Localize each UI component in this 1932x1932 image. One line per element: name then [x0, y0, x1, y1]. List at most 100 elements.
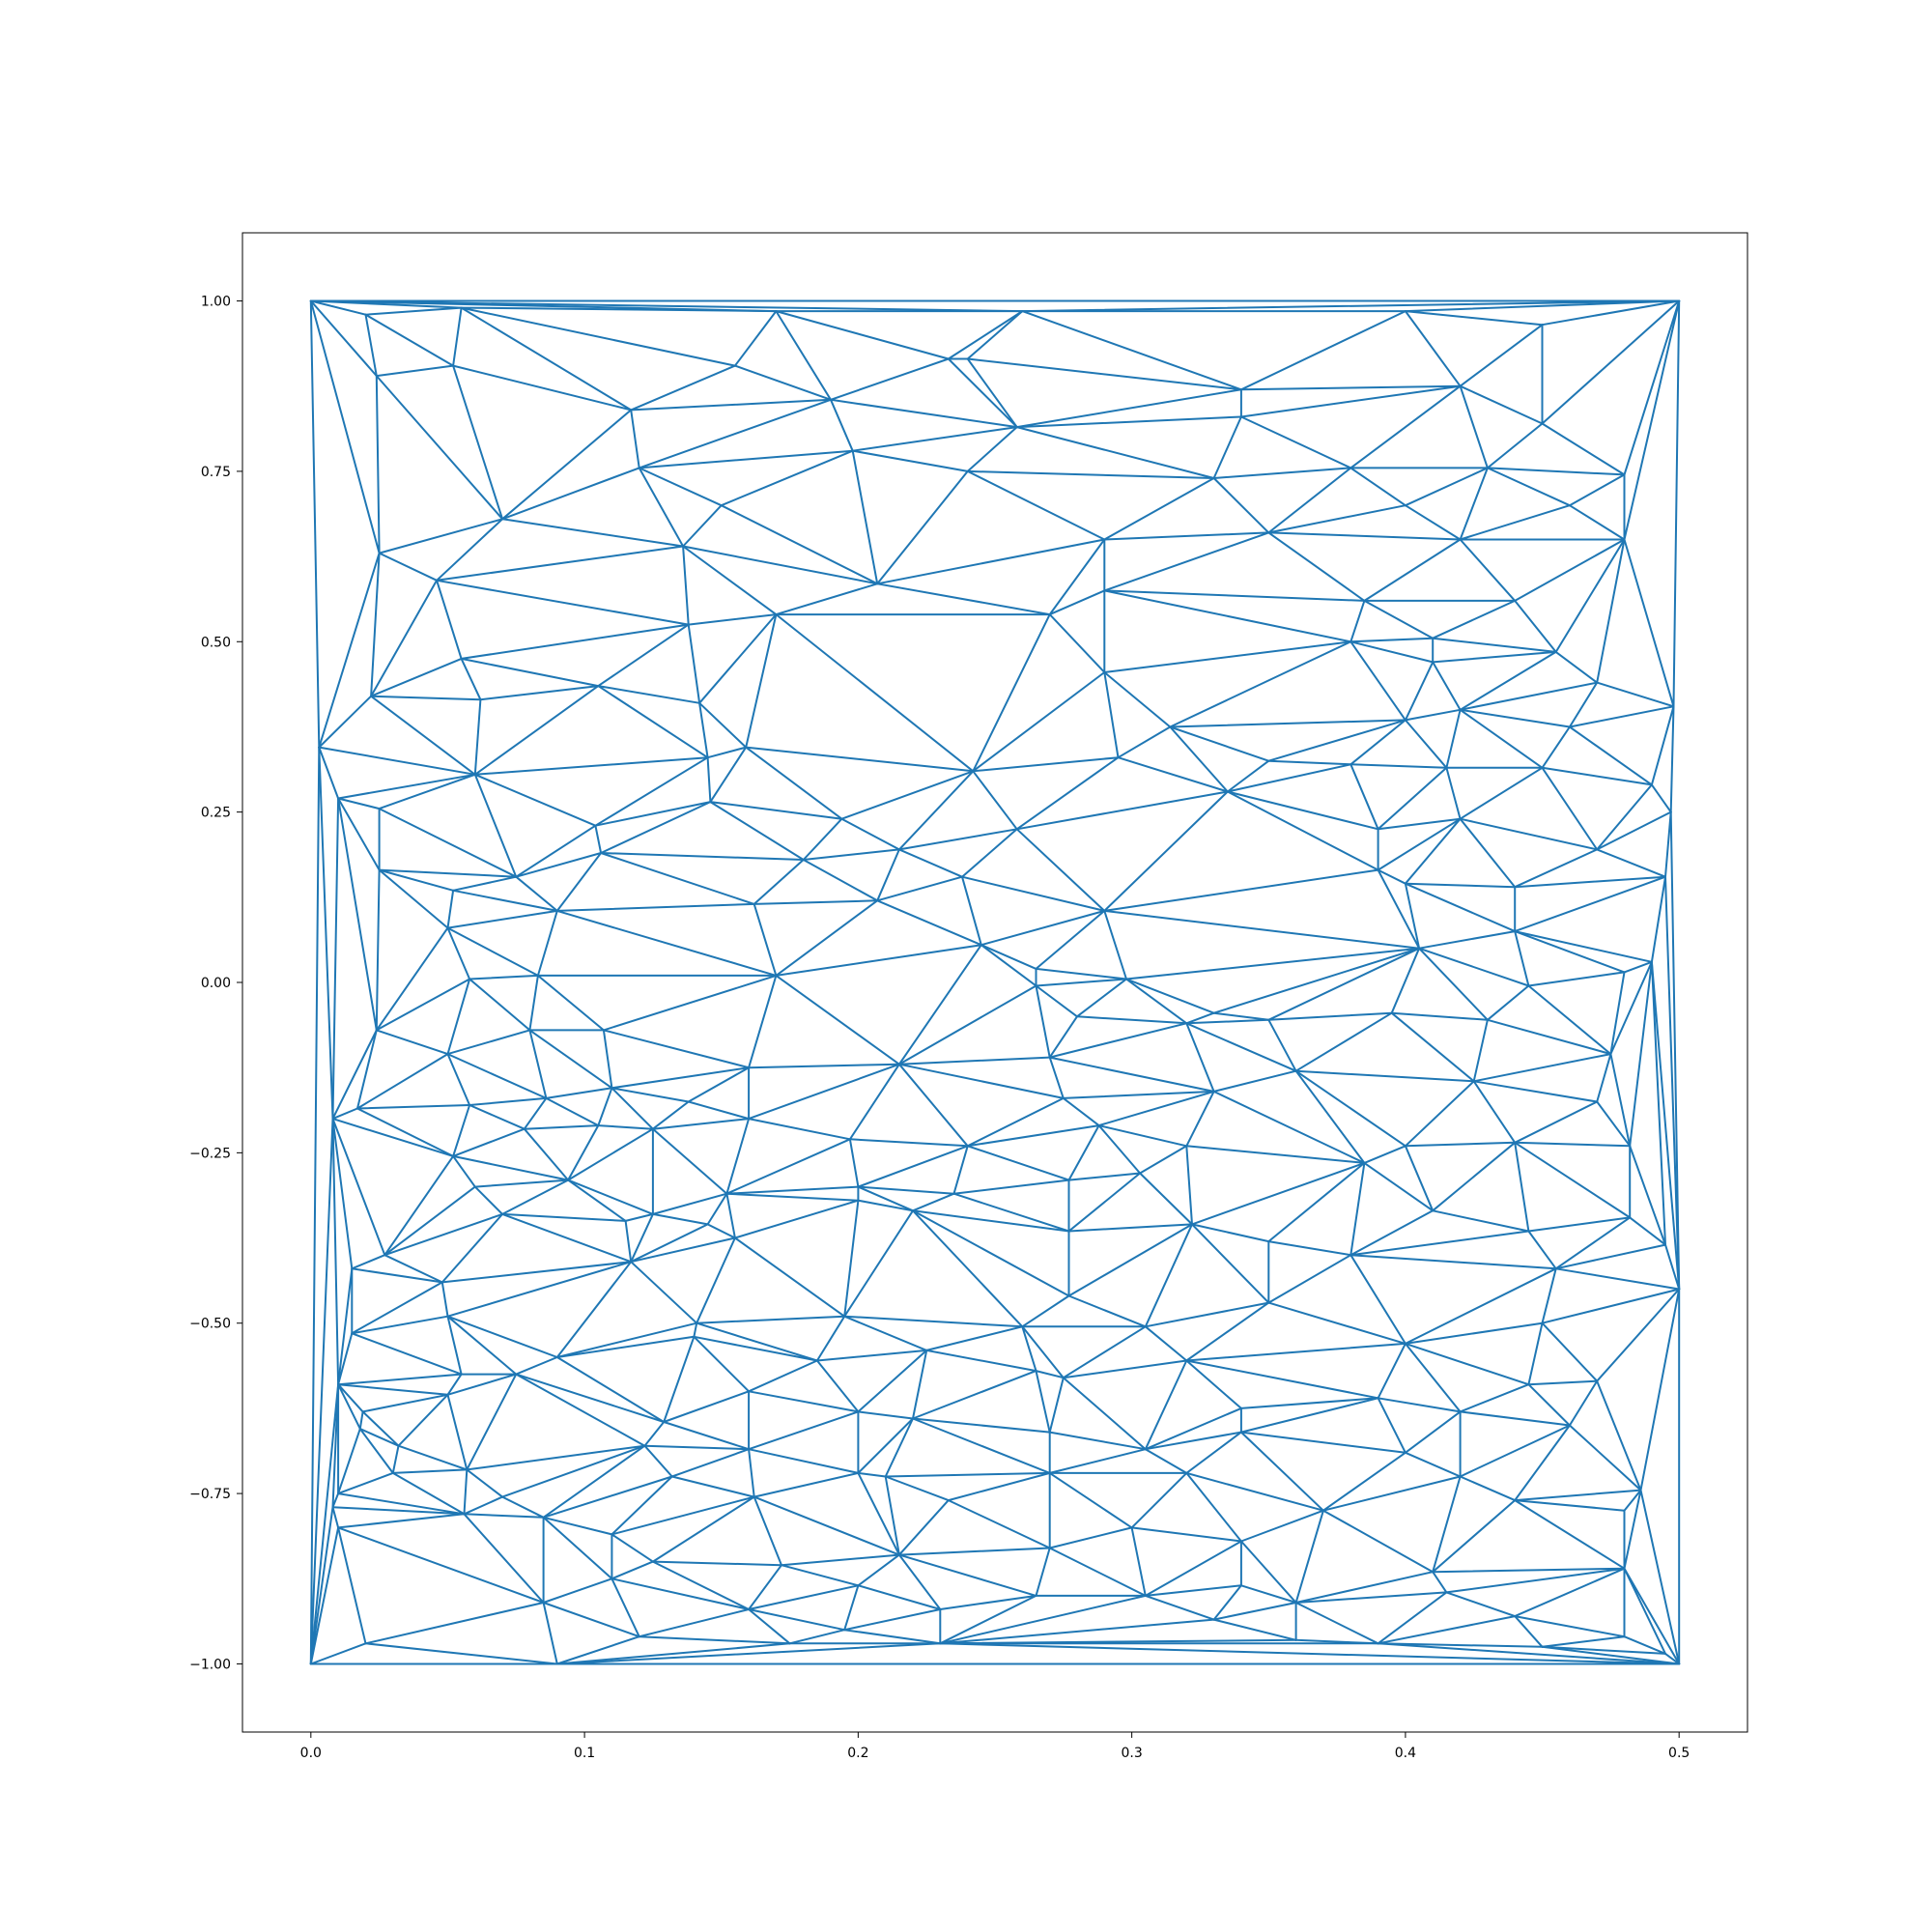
mesh-edge — [331, 1107, 358, 1121]
mesh-edge — [460, 306, 633, 412]
mesh-edge — [337, 1492, 466, 1516]
mesh-edge — [1239, 1397, 1379, 1409]
mesh-edge — [1185, 1301, 1270, 1362]
mesh-edge — [1623, 299, 1681, 541]
mesh-edge — [1125, 978, 1188, 1025]
mesh-edge — [337, 1267, 354, 1386]
mesh-edge — [1418, 947, 1489, 1021]
mesh-edge — [331, 1118, 340, 1386]
mesh-edge — [1609, 971, 1626, 1056]
mesh-edge — [370, 552, 381, 697]
mesh-edge — [843, 1584, 860, 1632]
mesh-edge — [364, 313, 455, 367]
mesh-edge — [1629, 1216, 1666, 1246]
mesh-edge — [1445, 1591, 1517, 1618]
mesh-edge — [781, 1553, 900, 1567]
mesh-edge — [1459, 384, 1544, 425]
mesh-edge — [733, 364, 832, 401]
mesh-edge — [1377, 1642, 1681, 1665]
mesh-edge — [1596, 1100, 1632, 1148]
mesh-edge — [1568, 725, 1653, 786]
mesh-edge — [706, 756, 712, 804]
mesh-edge — [611, 1577, 751, 1610]
mesh-edge — [1596, 1379, 1642, 1492]
mesh-edge — [980, 909, 1106, 947]
mesh-edge — [1048, 1056, 1215, 1093]
mesh-edge — [1459, 1424, 1571, 1478]
mesh-edge — [1212, 477, 1270, 534]
mesh-edge — [966, 1096, 1065, 1148]
mesh-edge — [309, 1506, 334, 1665]
mesh-edge — [696, 1315, 846, 1324]
mesh-edge — [1076, 978, 1127, 1018]
mesh-edge — [1514, 1567, 1626, 1618]
mesh-edge — [1097, 1124, 1188, 1148]
mesh-edge — [1067, 1294, 1147, 1328]
mesh-edge — [961, 875, 1106, 912]
mesh-edge — [1472, 1080, 1599, 1103]
mesh-edge — [696, 1236, 736, 1324]
mesh-edge — [1239, 1431, 1406, 1454]
mesh-edge — [788, 1629, 846, 1645]
mesh-edge — [1267, 1254, 1352, 1304]
x-tick-label: 0.1 — [574, 1746, 595, 1761]
mesh-edge — [452, 1127, 526, 1157]
mesh-edge — [1048, 1377, 1065, 1434]
mesh-edge — [1669, 705, 1675, 813]
mesh-edge — [775, 582, 879, 616]
mesh-edge — [597, 685, 709, 759]
mesh-edge — [630, 1261, 698, 1324]
mesh-edge — [1623, 1567, 1666, 1655]
mesh-edge — [515, 1373, 646, 1447]
mesh-edge — [966, 1124, 1100, 1148]
mesh-edge — [1067, 1172, 1142, 1233]
mesh-edge — [1350, 467, 1406, 507]
mesh-edge — [351, 1254, 386, 1270]
y-tick-label: −0.75 — [189, 1487, 231, 1502]
mesh-edge — [781, 1564, 860, 1587]
mesh-edge — [720, 504, 879, 585]
mesh-edge — [961, 875, 982, 947]
mesh-edge — [1568, 473, 1626, 507]
mesh-edge — [966, 1145, 1070, 1181]
mesh-edge — [663, 1335, 696, 1423]
mesh-edge — [555, 852, 603, 912]
mesh-edge — [972, 770, 1018, 831]
mesh-edge — [1459, 650, 1557, 711]
mesh-edge — [337, 1513, 466, 1529]
mesh-edge — [1459, 467, 1489, 541]
mesh-edge — [876, 875, 963, 902]
mesh-edge — [1144, 1431, 1242, 1451]
mesh-edge — [1541, 299, 1681, 327]
mesh-edge — [1103, 671, 1172, 728]
mesh-edge — [682, 504, 723, 548]
mesh-edge — [555, 1642, 791, 1665]
mesh-edge — [446, 909, 558, 929]
mesh-edge — [370, 579, 439, 697]
mesh-edge — [1623, 299, 1681, 476]
mesh-edge — [830, 398, 854, 452]
mesh-edge — [624, 1212, 654, 1222]
mesh-edge — [545, 1096, 600, 1127]
mesh-edge — [473, 698, 482, 776]
mesh-edge — [446, 1315, 518, 1376]
mesh-edge — [1596, 538, 1626, 684]
mesh-edge — [1185, 1090, 1215, 1148]
mesh-edge — [1350, 1209, 1435, 1257]
mesh-edge — [594, 801, 712, 827]
mesh-edge — [1596, 1053, 1612, 1103]
mesh-edge — [1514, 1141, 1632, 1148]
mesh-edge — [897, 1547, 1051, 1556]
mesh-edge — [884, 1475, 950, 1502]
mesh-edge — [857, 1199, 914, 1212]
mesh-edge — [1432, 599, 1517, 639]
mesh-edge — [1185, 1359, 1242, 1409]
mesh-edge — [384, 1154, 455, 1257]
mesh-edge — [351, 1267, 443, 1284]
mesh-edge — [947, 1499, 1051, 1549]
mesh-edge — [1459, 1410, 1571, 1427]
mesh-edge — [460, 623, 690, 660]
mesh-edge — [1350, 599, 1366, 643]
mesh-edge — [1514, 930, 1653, 963]
x-tick-label: 0.0 — [300, 1746, 322, 1761]
